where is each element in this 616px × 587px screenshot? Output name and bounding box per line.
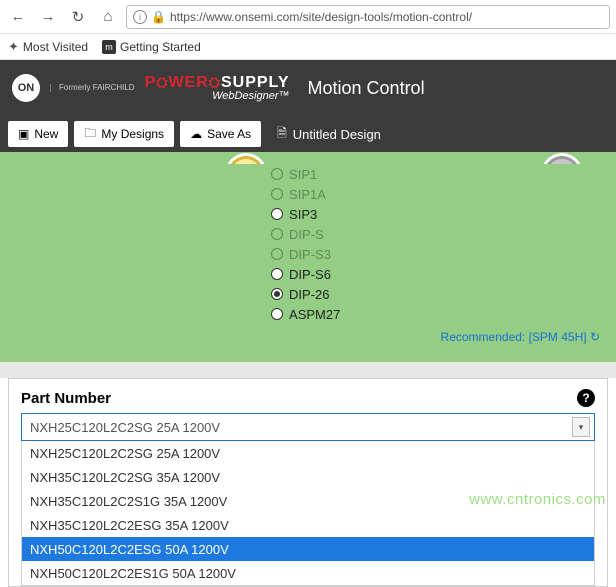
url-text: https://www.onsemi.com/site/design-tools… bbox=[170, 10, 603, 24]
radio-icon bbox=[271, 308, 283, 320]
untitled-design-link[interactable]: 🗎 Untitled Design bbox=[267, 121, 391, 147]
back-button[interactable]: ← bbox=[6, 5, 30, 29]
radio-icon bbox=[271, 268, 283, 280]
dropdown-option[interactable]: NXH35C120L2C2SG 35A 1200V bbox=[22, 465, 594, 489]
save-as-button[interactable]: ☁ Save As bbox=[180, 121, 261, 147]
reload-button[interactable]: ↻ bbox=[66, 5, 90, 29]
site-info-icon[interactable]: i bbox=[133, 10, 147, 24]
logo-supply: SUPPLY bbox=[221, 74, 290, 91]
button-label: My Designs bbox=[101, 127, 164, 141]
file-icon: ▣ bbox=[18, 127, 29, 141]
button-label: New bbox=[34, 127, 58, 141]
dropdown-option[interactable]: NXH35C120L2C2S1G 35A 1200V bbox=[22, 489, 594, 513]
package-option[interactable]: DIP-S6 bbox=[271, 264, 616, 284]
bookmark-label: Getting Started bbox=[120, 40, 201, 54]
select-value: NXH25C120L2C2SG 25A 1200V bbox=[30, 420, 220, 435]
brand-bar: ON Formerly FAIRCHILD P⛭WER⛭SUPPLY WebDe… bbox=[0, 60, 616, 116]
package-label: DIP-S bbox=[289, 227, 324, 242]
home-button[interactable]: ⌂ bbox=[96, 5, 120, 29]
package-label: SIP1 bbox=[289, 167, 317, 182]
package-label: DIP-26 bbox=[289, 287, 329, 302]
package-option[interactable]: DIP-26 bbox=[271, 284, 616, 304]
help-icon[interactable]: ? bbox=[577, 389, 595, 407]
my-designs-button[interactable]: 🗀 My Designs bbox=[74, 121, 174, 147]
dropdown-option[interactable]: NXH50C120L2C2ES1G 50A 1200V bbox=[22, 561, 594, 585]
radio-icon bbox=[271, 248, 283, 260]
bookmark-label: Most Visited bbox=[23, 40, 88, 54]
part-number-panel: Part Number ? NXH25C120L2C2SG 25A 1200V … bbox=[8, 378, 608, 587]
logo-power: P bbox=[145, 74, 157, 91]
page-content: ON Formerly FAIRCHILD P⛭WER⛭SUPPLY WebDe… bbox=[0, 60, 616, 587]
bookmark-getting-started[interactable]: m Getting Started bbox=[102, 40, 201, 54]
cloud-icon: ☁ bbox=[190, 127, 202, 141]
radio-icon bbox=[271, 188, 283, 200]
radio-icon bbox=[271, 208, 283, 220]
bookmarks-bar: ✦ Most Visited m Getting Started bbox=[0, 34, 616, 60]
package-option: DIP-S3 bbox=[271, 244, 616, 264]
forward-button[interactable]: → bbox=[36, 5, 60, 29]
wizard-steps: 1 2 Operating Conditions Analysis SIP1SI… bbox=[0, 152, 616, 362]
radio-icon bbox=[271, 228, 283, 240]
powersupply-logo: P⛭WER⛭SUPPLY WebDesigner™ bbox=[145, 75, 290, 102]
part-number-select[interactable]: NXH25C120L2C2SG 25A 1200V ▾ bbox=[21, 413, 595, 441]
document-icon: 🗎 bbox=[277, 124, 287, 145]
chevron-down-icon[interactable]: ▾ bbox=[572, 417, 590, 437]
dropdown-option[interactable]: NXH50C120L2C2ESG 50A 1200V bbox=[22, 537, 594, 561]
page-title: Motion Control bbox=[308, 78, 425, 99]
on-logo: ON bbox=[12, 74, 40, 102]
package-label: SIP3 bbox=[289, 207, 317, 222]
package-option[interactable]: SIP3 bbox=[271, 204, 616, 224]
radio-icon bbox=[271, 168, 283, 180]
package-option: SIP1 bbox=[271, 164, 616, 184]
link-label: Untitled Design bbox=[293, 127, 381, 142]
bookmark-icon: m bbox=[102, 40, 116, 54]
radio-icon bbox=[271, 288, 283, 300]
bookmark-most-visited[interactable]: ✦ Most Visited bbox=[8, 39, 88, 55]
spacer bbox=[0, 362, 616, 378]
gear-icon: ⛭ bbox=[209, 75, 221, 89]
star-icon: ✦ bbox=[8, 39, 19, 55]
package-label: ASPM27 bbox=[289, 307, 340, 322]
package-label: DIP-S6 bbox=[289, 267, 331, 282]
recommended-link[interactable]: Recommended: [SPM 45H] ↻ bbox=[0, 324, 616, 346]
dropdown-option[interactable]: NXH25C120L2C2SG 25A 1200V bbox=[22, 441, 594, 465]
package-option[interactable]: ASPM27 bbox=[271, 304, 616, 324]
folder-icon: 🗀 bbox=[84, 124, 96, 145]
lock-icon: 🔒 bbox=[151, 10, 166, 24]
package-radio-group: SIP1 SIP1A SIP3 DIP-S DIP-S3 DIP-S6 DIP-26 ASPM… bbox=[271, 164, 616, 324]
button-label: Save As bbox=[207, 127, 251, 141]
formerly-label: Formerly FAIRCHILD bbox=[50, 84, 135, 92]
package-option: SIP1A bbox=[271, 184, 616, 204]
design-toolbar: ▣ New 🗀 My Designs ☁ Save As 🗎 Untitled … bbox=[0, 116, 616, 152]
dropdown-option[interactable]: NXH35C120L2C2ESG 35A 1200V bbox=[22, 513, 594, 537]
url-field[interactable]: i 🔒 https://www.onsemi.com/site/design-t… bbox=[126, 5, 610, 29]
part-number-title: Part Number bbox=[21, 390, 111, 407]
part-number-dropdown: NXH25C120L2C2SG 25A 1200VNXH35C120L2C2SG… bbox=[21, 441, 595, 586]
new-button[interactable]: ▣ New bbox=[8, 121, 68, 147]
package-label: DIP-S3 bbox=[289, 247, 331, 262]
package-label: SIP1A bbox=[289, 187, 326, 202]
logo-subtitle: WebDesigner™ bbox=[145, 91, 290, 102]
browser-nav-bar: ← → ↻ ⌂ i 🔒 https://www.onsemi.com/site/… bbox=[0, 0, 616, 34]
gear-icon: ⛭ bbox=[156, 75, 168, 89]
package-option: DIP-S bbox=[271, 224, 616, 244]
